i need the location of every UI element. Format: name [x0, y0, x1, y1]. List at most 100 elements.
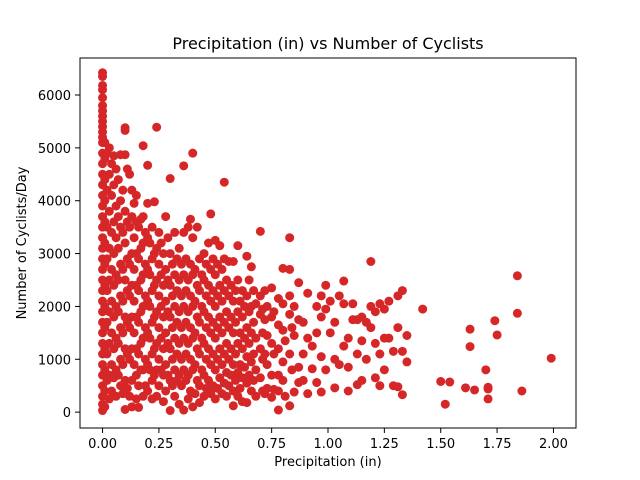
data-point — [330, 317, 340, 327]
y-tick-label: 4000 — [38, 195, 71, 210]
data-point — [102, 286, 112, 296]
data-point — [321, 365, 331, 375]
data-point — [183, 222, 193, 232]
data-point — [321, 280, 331, 290]
data-point — [107, 190, 117, 200]
data-point — [165, 280, 175, 290]
data-point — [111, 164, 121, 174]
data-point — [294, 278, 304, 288]
data-point — [303, 333, 313, 343]
data-point — [102, 254, 112, 264]
data-point — [237, 312, 247, 322]
x-tick-label: 1.00 — [314, 437, 343, 452]
data-point — [145, 301, 155, 311]
data-point — [375, 349, 385, 359]
data-point — [102, 349, 112, 359]
data-point — [185, 214, 195, 224]
data-point — [370, 373, 380, 383]
data-point — [104, 394, 114, 404]
data-point — [138, 212, 148, 222]
data-point — [325, 296, 335, 306]
data-point — [298, 349, 308, 359]
data-point — [280, 336, 290, 346]
data-point — [188, 233, 198, 243]
data-point — [147, 222, 157, 232]
data-point — [143, 386, 153, 396]
data-point — [483, 394, 493, 404]
data-point — [131, 190, 141, 200]
data-point — [210, 365, 220, 375]
data-point — [339, 299, 349, 309]
data-point — [546, 353, 556, 363]
data-point — [118, 264, 128, 274]
data-point — [143, 160, 153, 170]
data-point — [161, 386, 171, 396]
data-point — [158, 249, 168, 259]
data-point — [165, 249, 175, 259]
x-tick-label: 1.75 — [483, 437, 512, 452]
data-point — [307, 341, 317, 351]
data-point — [307, 364, 317, 374]
x-tick-label: 2.00 — [539, 437, 568, 452]
data-point — [129, 360, 139, 370]
y-tick-label: 5000 — [38, 142, 71, 157]
data-point — [134, 254, 144, 264]
data-point — [134, 286, 144, 296]
data-point — [262, 301, 272, 311]
data-point — [242, 291, 252, 301]
data-point — [244, 338, 254, 348]
data-point — [125, 391, 135, 401]
data-point — [194, 398, 204, 408]
data-point — [233, 275, 243, 285]
data-point — [285, 309, 295, 319]
data-point — [161, 296, 171, 306]
data-point — [149, 197, 159, 207]
data-point — [235, 383, 245, 393]
data-point — [249, 349, 259, 359]
data-point — [388, 346, 398, 356]
data-point — [298, 317, 308, 327]
data-point — [100, 386, 110, 396]
data-point — [154, 323, 164, 333]
data-point — [113, 275, 123, 285]
data-point — [246, 262, 256, 272]
data-point — [231, 286, 241, 296]
data-point — [217, 264, 227, 274]
data-point — [267, 392, 277, 402]
data-point — [267, 283, 277, 293]
data-point — [190, 360, 200, 370]
data-point — [393, 382, 403, 392]
data-point — [251, 391, 261, 401]
data-point — [100, 196, 110, 206]
data-point — [204, 238, 214, 248]
data-point — [397, 390, 407, 400]
data-point — [465, 342, 475, 352]
data-point — [118, 185, 128, 195]
data-point — [231, 317, 241, 327]
data-points — [98, 68, 556, 416]
data-point — [298, 375, 308, 385]
data-point — [104, 169, 114, 179]
data-point — [125, 169, 135, 179]
data-point — [436, 376, 446, 386]
data-point — [316, 352, 326, 362]
data-point — [152, 391, 162, 401]
data-point — [289, 301, 299, 311]
data-point — [316, 291, 326, 301]
data-point — [260, 315, 270, 325]
data-point — [402, 357, 412, 367]
data-point — [492, 330, 502, 340]
data-point — [206, 209, 216, 219]
data-point — [361, 354, 371, 364]
data-point — [237, 344, 247, 354]
data-point — [287, 365, 297, 375]
data-point — [343, 362, 353, 372]
data-point — [194, 381, 204, 391]
data-point — [104, 206, 114, 216]
data-point — [194, 286, 204, 296]
data-point — [260, 286, 270, 296]
data-point — [285, 401, 295, 411]
data-point — [118, 360, 128, 370]
data-point — [152, 122, 162, 132]
